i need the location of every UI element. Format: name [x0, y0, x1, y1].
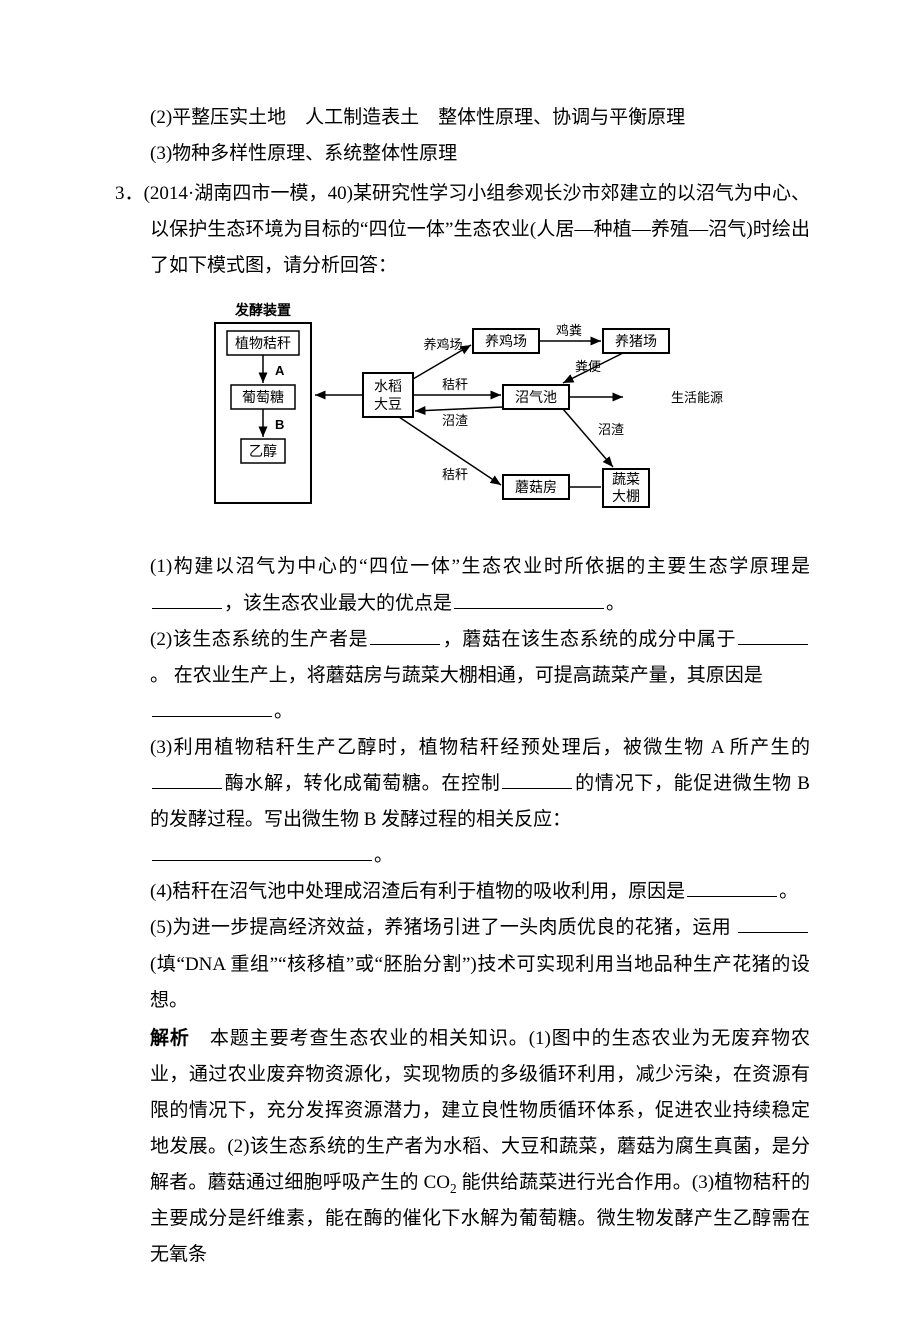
ecology-diagram: 发酵装置 植物秸秆 A 葡萄糖 B 乙醇 水稻 大豆 养鸡场 养鸡场: [115, 299, 810, 529]
diagram-veg2: 大棚: [612, 488, 640, 504]
diagram-B: B: [275, 417, 284, 432]
blank-4a: [687, 877, 777, 897]
prev-answer-2: (2)平整压实土地 人工制造表土 整体性原理、协调与平衡原理: [115, 100, 810, 136]
q3-2b: ，蘑菇在该生态系统的成分中属于: [442, 629, 736, 650]
diagram-rice: 水稻: [374, 378, 402, 394]
q3-4a: (4)秸秆在沼气池中处理成沼渣后有利于植物的吸收利用，原因是: [150, 881, 685, 902]
diagram-glucose: 葡萄糖: [242, 389, 284, 405]
diagram-pig: 养猪场: [615, 333, 657, 349]
q3-jiexi: 解析 本题主要考查生态农业的相关知识。(1)图中的生态农业为无废弃物农业，通过农…: [115, 1021, 810, 1274]
q3-2c: 。: [150, 665, 169, 686]
q3-2e: 。: [274, 701, 293, 722]
q3-stem: 3．(2014·湖南四市一模，40)某研究性学习小组参观长沙市郊建立的以沼气为中…: [115, 176, 810, 284]
blank-3a: [152, 769, 222, 789]
blank-3b: [502, 769, 572, 789]
diagram-straw: 植物秸秆: [235, 335, 291, 351]
diagram-ethanol: 乙醇: [249, 443, 277, 459]
q3-sub4: (4)秸秆在沼气池中处理成沼渣后有利于植物的吸收利用，原因是 。: [115, 874, 810, 910]
q3-4b: 。: [779, 881, 798, 902]
q3-sub1: (1)构建以沼气为中心的“四位一体”生态农业时所依据的主要生态学原理是 ，该生态…: [115, 549, 810, 621]
q3-3b: 酶水解，转化成葡萄糖。在控制: [224, 773, 500, 794]
q3-2d: 在农业生产上，将蘑菇房与蔬菜大棚相通，可提高蔬菜产量，其原因是: [174, 665, 763, 686]
blank-1b: [454, 589, 604, 609]
blank-2b: [738, 625, 808, 645]
q3-sub5: (5)为进一步提高经济效益，养猪场引进了一头肉质优良的花猪，运用 (填“DNA …: [115, 910, 810, 1018]
diagram-ferment-title: 发酵装置: [234, 302, 291, 318]
q3-3d: 。: [374, 845, 393, 866]
q3-1b: ，该生态农业最大的优点是: [224, 593, 452, 614]
diagram-zhaozha-label: 沼渣: [441, 413, 467, 428]
blank-3c: [152, 841, 372, 861]
blank-2c: [152, 697, 272, 717]
blank-5a: [738, 913, 808, 933]
q3-sub2: (2)该生态系统的生产者是 ，蘑菇在该生态系统的成分中属于。 在农业生产上，将蘑菇…: [115, 622, 810, 730]
q3-2a: (2)该生态系统的生产者是: [150, 629, 368, 650]
diagram-A: A: [275, 363, 285, 378]
diagram-chicken-arrow-label: 养鸡场: [423, 337, 462, 352]
diagram-biogas: 沼气池: [515, 389, 557, 405]
diagram-feces-label: 粪便: [575, 359, 601, 374]
diagram-veg: 蔬菜: [612, 471, 640, 487]
diagram-mushroom: 蘑菇房: [515, 479, 557, 495]
blank-2a: [370, 625, 440, 645]
diagram-straw1-label: 秸秆: [441, 377, 467, 392]
jiexi-sub: 2: [450, 1181, 457, 1196]
diagram-chicken: 养鸡场: [485, 333, 527, 349]
q3-1c: 。: [606, 593, 625, 614]
prev-answer-3: (3)物种多样性原理、系统整体性原理: [115, 136, 810, 172]
q3-sub3: (3)利用植物秸秆生产乙醇时，植物秸秆经预处理后，被微生物 A 所产生的 酶水解…: [115, 730, 810, 874]
diagram-energy-label: 生活能源: [671, 390, 723, 405]
diagram-manure-label: 鸡粪: [555, 323, 581, 338]
q3-1a: (1)构建以沼气为中心的“四位一体”生态农业时所依据的主要生态学原理是: [150, 556, 810, 577]
diagram-straw2-label: 秸秆: [441, 467, 467, 482]
diagram-bean: 大豆: [374, 396, 402, 412]
diagram-zhaozha2-label: 沼渣: [598, 422, 624, 437]
q3-prefix: 3．(2014·湖南四市一模，40): [115, 183, 353, 204]
blank-1a: [152, 589, 222, 609]
q3-5a: (5)为进一步提高经济效益，养猪场引进了一头肉质优良的花猪，运用: [150, 917, 731, 938]
jiexi-body: 本题主要考查生态农业的相关知识。(1)图中的生态农业为无废弃物农业，通过农业废弃…: [150, 1028, 810, 1193]
q3-5b: (填“DNA 重组”“核移植”或“胚胎分割”)技术可实现利用当地品种生产花猪的设…: [150, 954, 810, 1011]
jiexi-label: 解析: [150, 1028, 190, 1049]
q3-3a: (3)利用植物秸秆生产乙醇时，植物秸秆经预处理后，被微生物 A 所产生的: [150, 737, 810, 758]
